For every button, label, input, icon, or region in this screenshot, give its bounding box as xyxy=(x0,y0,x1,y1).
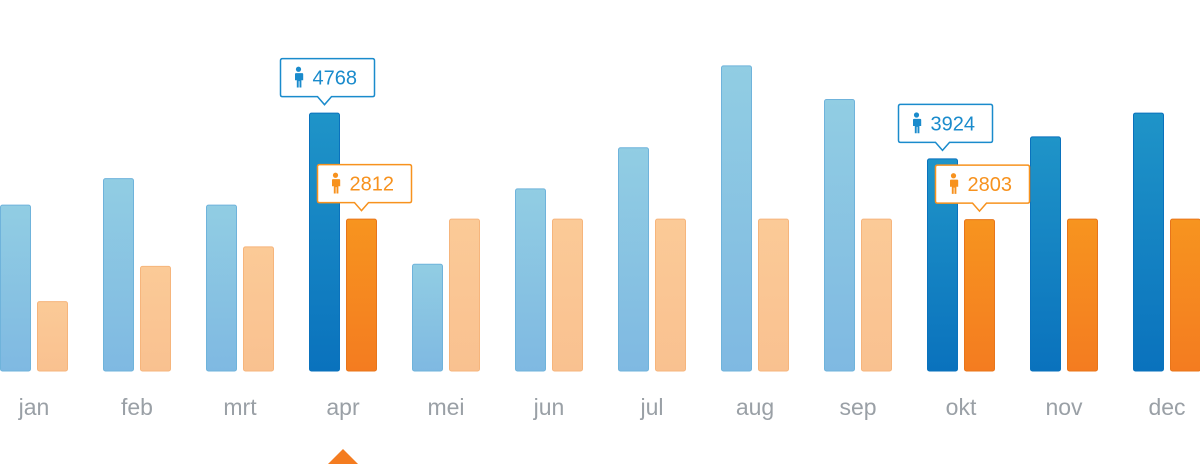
bar-nov-series-2[interactable] xyxy=(1067,218,1098,372)
bar-jan-series-1[interactable] xyxy=(0,204,31,372)
bar-jul-series-2[interactable] xyxy=(655,218,686,372)
x-tick-label-jun: jun xyxy=(533,394,565,420)
bar-okt-series-2[interactable] xyxy=(964,219,995,372)
callout-value: 4768 xyxy=(313,68,358,90)
bar-dec-series-1[interactable] xyxy=(1133,112,1164,372)
callout-okt-series-1: 3924 xyxy=(897,103,994,152)
person-icon xyxy=(949,173,959,194)
callout-apr-series-1: 4768 xyxy=(279,57,376,106)
bar-okt-series-1[interactable] xyxy=(927,158,958,372)
bar-sep-series-2[interactable] xyxy=(861,218,892,372)
person-icon xyxy=(912,112,922,134)
bar-aug-series-2[interactable] xyxy=(758,218,789,372)
x-tick-label-feb: feb xyxy=(121,394,153,420)
x-tick-label-dec: dec xyxy=(1148,394,1185,420)
callout-okt-series-2: 2803 xyxy=(934,164,1031,213)
callout-value: 2803 xyxy=(968,174,1013,196)
bar-jul-series-1[interactable] xyxy=(618,147,649,372)
x-tick-label-jan: jan xyxy=(18,394,50,420)
x-tick-label-mei: mei xyxy=(427,394,464,420)
x-tick-label-apr: apr xyxy=(326,394,360,420)
bar-nov-series-1[interactable] xyxy=(1030,136,1061,372)
bar-dec-series-2[interactable] xyxy=(1170,218,1200,372)
x-tick-label-sep: sep xyxy=(839,394,876,420)
bar-aug-series-1[interactable] xyxy=(721,65,752,372)
x-tick-label-nov: nov xyxy=(1045,394,1083,420)
bar-feb-series-2[interactable] xyxy=(140,265,171,372)
bar-jun-series-1[interactable] xyxy=(515,188,546,372)
bar-apr-series-1[interactable] xyxy=(309,112,340,372)
x-tick-label-jul: jul xyxy=(639,394,663,420)
x-tick-label-mrt: mrt xyxy=(223,394,257,420)
bar-apr-series-2[interactable] xyxy=(346,218,377,372)
bar-jan-series-2[interactable] xyxy=(37,301,68,372)
bar-mei-series-2[interactable] xyxy=(449,218,480,372)
bar-mrt-series-1[interactable] xyxy=(206,204,237,372)
callout-apr-series-2: 2812 xyxy=(316,163,413,212)
bar-mei-series-1[interactable] xyxy=(412,263,443,372)
person-icon xyxy=(294,66,304,88)
bar-feb-series-1[interactable] xyxy=(103,178,134,372)
person-icon xyxy=(331,172,341,194)
x-tick-label-aug: aug xyxy=(736,394,774,420)
x-tick-label-okt: okt xyxy=(946,394,977,420)
callout-value: 2812 xyxy=(350,174,395,196)
selected-month-indicator xyxy=(328,449,358,464)
bar-mrt-series-2[interactable] xyxy=(243,246,274,372)
callout-value: 3924 xyxy=(931,113,976,135)
bar-jun-series-2[interactable] xyxy=(552,218,583,372)
bar-sep-series-1[interactable] xyxy=(824,99,855,372)
